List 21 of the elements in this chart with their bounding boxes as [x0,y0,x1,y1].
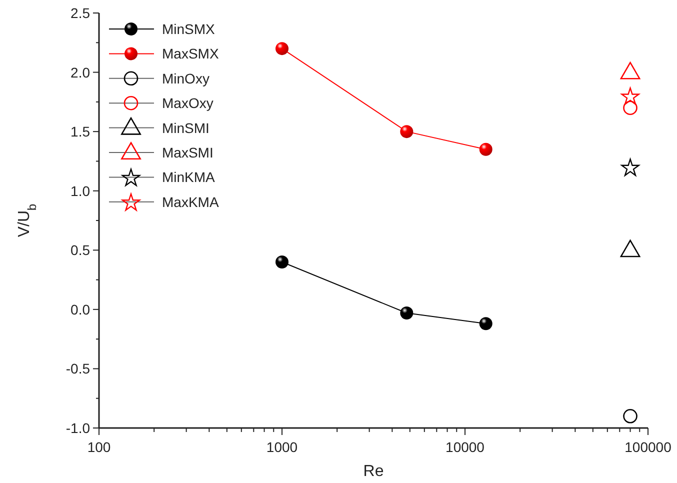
legend-label: MaxOxy [162,95,214,112]
x-tick-label: 10000 [446,439,485,455]
legend-label: MinKMA [162,169,216,186]
x-tick-label: 1000 [266,439,298,455]
y-tick-label: 1.0 [70,182,90,199]
legend-label: MaxSMI [162,144,214,160]
legend-label: MinSMX [162,21,216,37]
legend-label: MinOxy [162,70,210,86]
y-tick-label: 0.5 [70,242,90,258]
y-tick-label: 2.0 [70,64,90,80]
y-tick-label: -1.0 [66,420,90,436]
legend-label: MaxKMA [162,194,220,210]
y-tick-label: 2.5 [70,5,90,21]
y-tick-label: 0.0 [70,301,90,318]
x-axis-title: Re [363,463,384,480]
x-tick-label: 100 [87,439,111,455]
legend-label: MaxSMX [162,46,220,62]
y-tick-label: -0.5 [66,360,90,377]
legend-label: MinSMI [162,120,210,136]
x-tick-label: 100000 [624,439,672,455]
y-tick-label: 1.5 [70,124,90,140]
